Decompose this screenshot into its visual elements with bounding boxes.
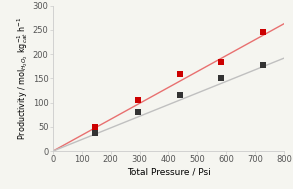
Point <box>218 60 223 64</box>
Point <box>135 99 140 102</box>
Point <box>260 63 265 66</box>
Point <box>135 110 140 113</box>
Point <box>92 132 97 135</box>
Point <box>178 72 182 75</box>
Point <box>218 77 223 80</box>
Y-axis label: Productivity / mol$_{H_{2}O_{2}}$ kg$^{-1}_{cat}$ h$^{-1}$: Productivity / mol$_{H_{2}O_{2}}$ kg$^{-… <box>15 17 30 140</box>
X-axis label: Total Pressure / Psi: Total Pressure / Psi <box>127 167 210 176</box>
Point <box>260 30 265 33</box>
Point <box>178 94 182 97</box>
Point <box>92 126 97 129</box>
